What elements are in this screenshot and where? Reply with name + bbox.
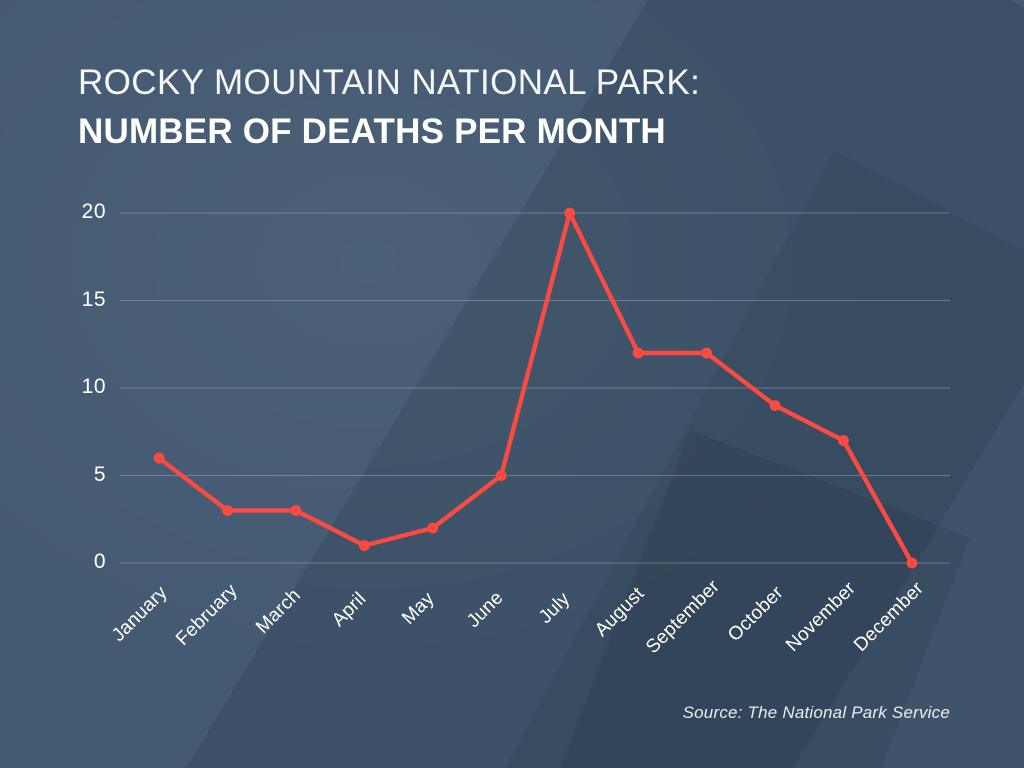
data-point-may[interactable] xyxy=(427,522,439,534)
data-point-july[interactable] xyxy=(564,207,576,219)
data-point-october[interactable] xyxy=(769,400,781,411)
data-point-june[interactable] xyxy=(495,470,507,481)
chart-title-line-2: NUMBER OF DEATHS PER MONTH xyxy=(78,112,666,151)
y-tick-label-10: 10 xyxy=(81,375,106,398)
gridlines-group xyxy=(120,212,950,564)
y-tick-label-20: 20 xyxy=(81,200,106,223)
chart-title-block: ROCKY MOUNTAIN NATIONAL PARK: NUMBER OF … xyxy=(78,62,938,154)
chart-title-line-1: ROCKY MOUNTAIN NATIONAL PARK: xyxy=(78,63,701,102)
data-line-deaths-per-month xyxy=(156,210,915,566)
data-markers-group xyxy=(153,207,918,569)
data-point-november[interactable] xyxy=(838,435,849,446)
y-tick-label-15: 15 xyxy=(81,287,106,311)
data-point-september[interactable] xyxy=(701,347,712,359)
source-attribution: Source: The National Park Service xyxy=(682,703,950,722)
y-tick-label-5: 5 xyxy=(93,462,106,486)
data-point-february[interactable] xyxy=(222,505,233,516)
y-tick-label-0: 0 xyxy=(93,550,106,573)
data-point-march[interactable] xyxy=(290,505,302,516)
data-point-april[interactable] xyxy=(358,540,370,551)
data-point-december[interactable] xyxy=(906,557,918,569)
data-point-august[interactable] xyxy=(632,347,644,359)
data-point-january[interactable] xyxy=(153,452,165,464)
